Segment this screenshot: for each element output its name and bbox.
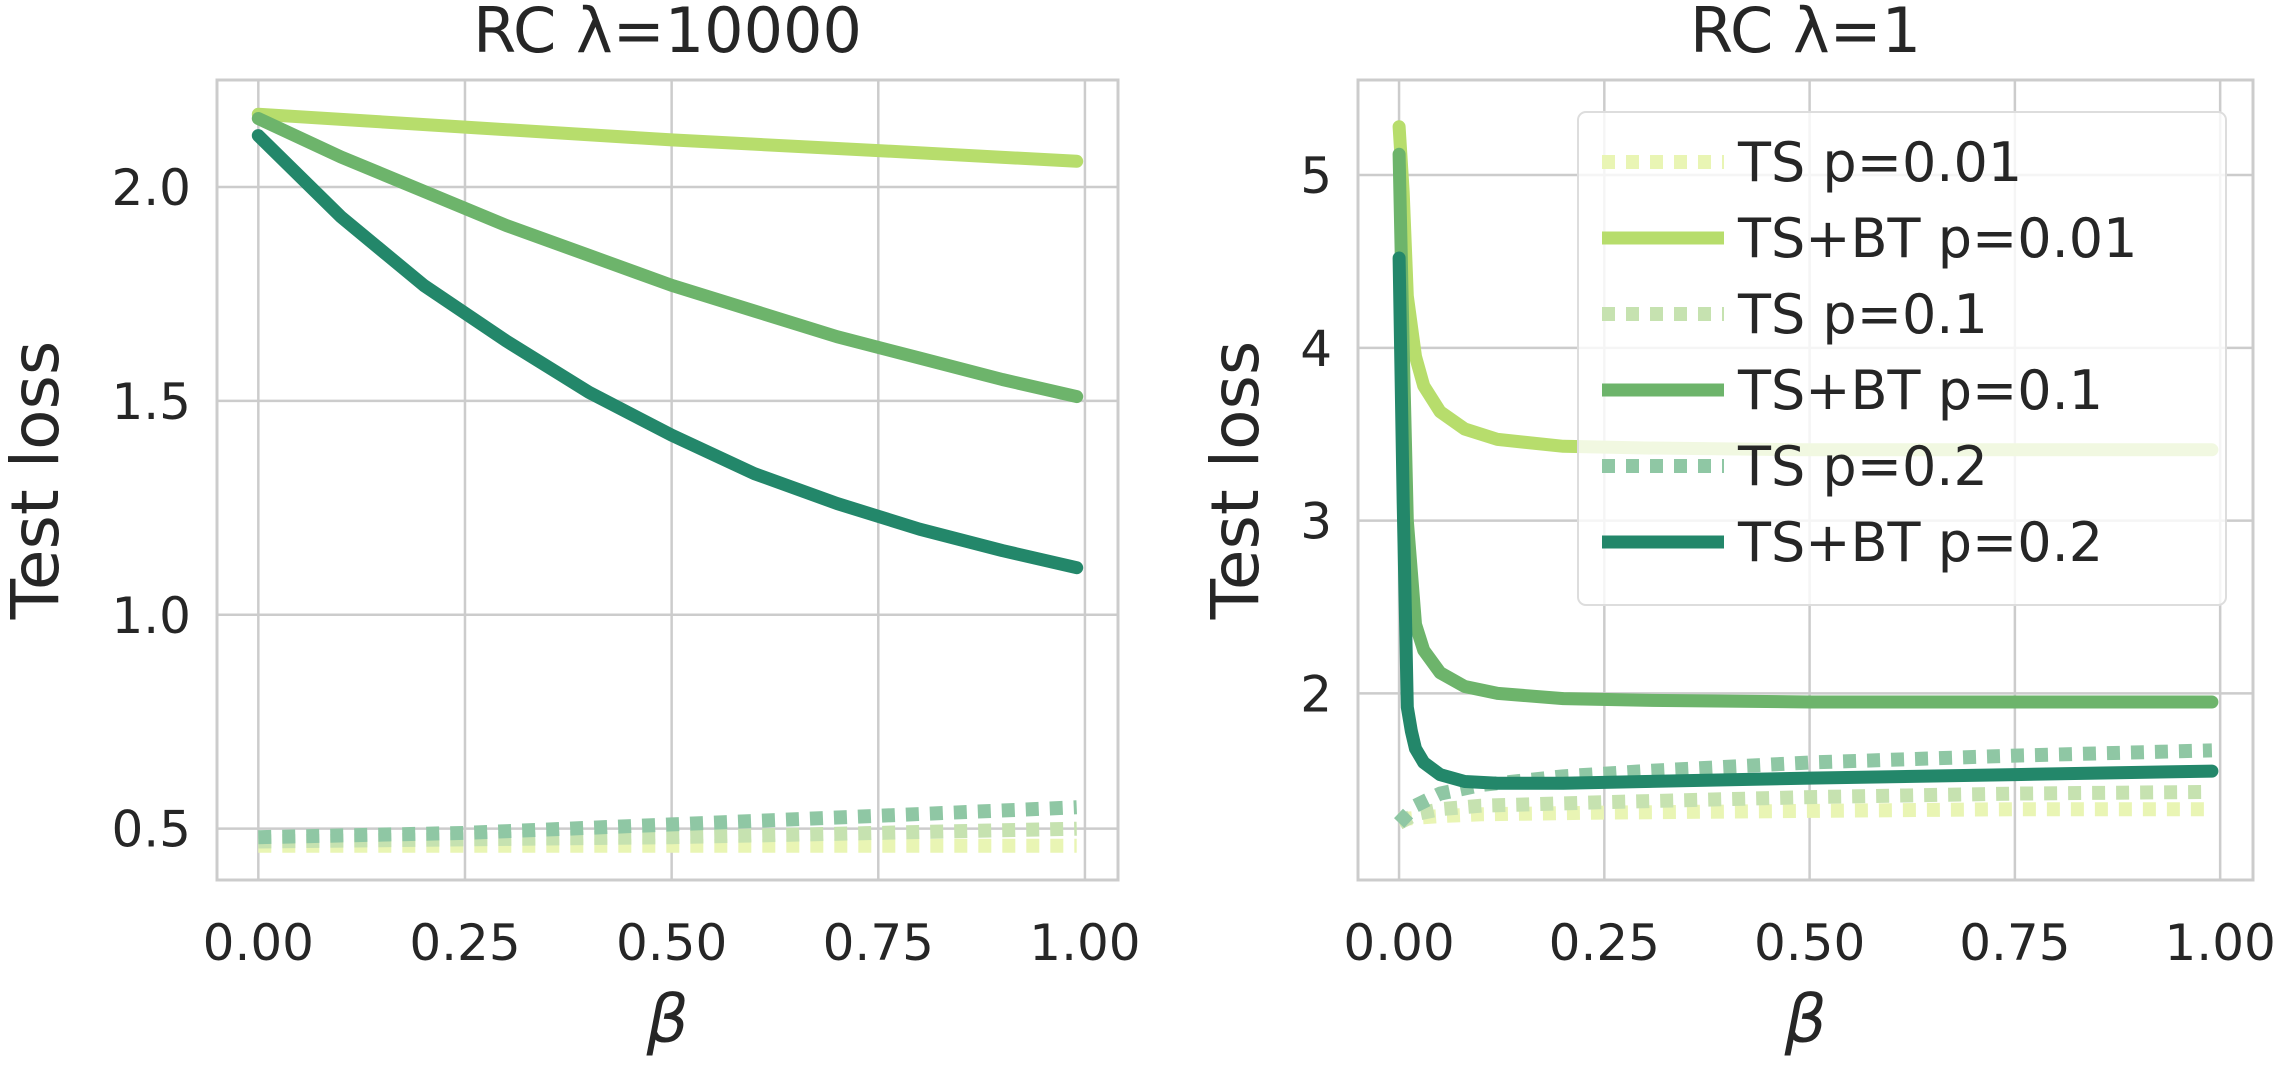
x-tick-label: 0.75	[1959, 914, 2070, 972]
legend: TS p=0.01 TS+BT p=0.01 TS p=0.1 TS+BT p=0.1…	[1577, 111, 2227, 606]
series-line-ts-p-0-1	[1395, 784, 2212, 830]
y-tick-label: 0.5	[111, 801, 191, 859]
chart-title: RC λ=1	[1690, 0, 1921, 67]
legend-label: TS+BT p=0.2	[1737, 511, 2103, 574]
series-line-ts-bt-p-0-1	[251, 112, 1084, 404]
x-tick-label: 0.25	[1549, 914, 1660, 972]
x-tick-label: 0.50	[616, 914, 727, 972]
x-tick-label: 0.00	[1343, 914, 1454, 972]
y-tick-label: 1.0	[111, 587, 191, 645]
y-tick-label: 1.5	[111, 373, 191, 431]
legend-label: TS+BT p=0.1	[1737, 359, 2103, 422]
y-tick-label: 3	[1300, 493, 1332, 551]
chart-rc-lambda-1: 0.00 0.25 0.50 0.75 1.00 2 3 4 5 RC λ=1 β Test loss…	[1197, 0, 2276, 1058]
y-tick-label: 2	[1300, 665, 1332, 723]
series-line-ts-bt-p-0-01	[251, 107, 1084, 168]
y-tick-label: 2.0	[111, 159, 191, 217]
plot-frame	[215, 78, 1120, 882]
x-axis-label: β	[1783, 981, 1826, 1058]
chart-rc-lambda-10000: 0.00 0.25 0.50 0.75 1.00 0.5 1.0 1.5 2.0 RC λ=100…	[0, 0, 1141, 1058]
legend-label: TS p=0.2	[1737, 435, 1988, 498]
y-tick-label: 5	[1300, 147, 1332, 205]
series-line-ts-bt-p-0-2	[251, 129, 1084, 575]
legend-box	[1577, 111, 2227, 606]
x-tick-label: 0.25	[409, 914, 520, 972]
legend-label: TS+BT p=0.01	[1737, 207, 2137, 270]
series-line-ts-p-0-1	[258, 821, 1077, 849]
y-axis-label: Test loss	[1197, 341, 1274, 620]
plot-frame	[1356, 78, 2255, 882]
series-line-ts-bt-p-0-2	[1392, 251, 2219, 790]
series-line-ts-p-0-01	[1398, 802, 2212, 827]
x-axis-label: β	[645, 981, 688, 1058]
legend-label: TS p=0.1	[1737, 283, 1988, 346]
legend-label: TS p=0.01	[1737, 131, 2022, 194]
x-tick-label: 1.00	[2164, 914, 2275, 972]
x-tick-label: 1.00	[1029, 914, 1140, 972]
chart-title: RC λ=10000	[473, 0, 862, 67]
y-axis-label: Test loss	[0, 341, 74, 620]
series-line-ts-p-0-2	[1394, 743, 2213, 828]
x-tick-label: 0.75	[823, 914, 934, 972]
series-line-ts-p-0-2	[258, 800, 1077, 845]
x-tick-label: 0.50	[1754, 914, 1865, 972]
y-tick-label: 4	[1300, 320, 1332, 378]
x-tick-label: 0.00	[203, 914, 314, 972]
